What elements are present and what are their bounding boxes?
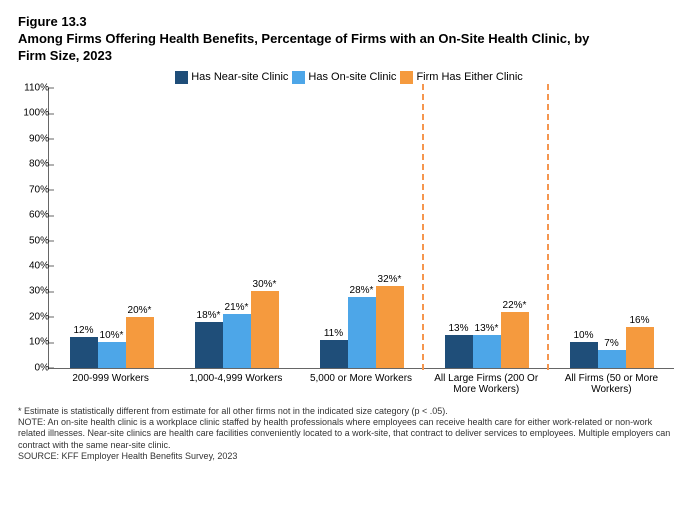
x-axis-labels: 200-999 Workers1,000-4,999 Workers5,000 … bbox=[48, 369, 674, 396]
footnote-significance: * Estimate is statistically different fr… bbox=[18, 406, 680, 417]
y-tick: 20% bbox=[9, 311, 49, 322]
legend: Has Near-site Clinic Has On-site Clinic … bbox=[18, 71, 680, 84]
swatch-icon bbox=[175, 71, 188, 84]
x-axis-label: All Firms (50 or More Workers) bbox=[549, 369, 674, 396]
bar-value-label: 7% bbox=[604, 338, 618, 349]
bar-value-label: 21%* bbox=[225, 302, 249, 313]
y-tick: 10% bbox=[9, 337, 49, 348]
bar-value-label: 22%* bbox=[503, 300, 527, 311]
legend-label: Has On-site Clinic bbox=[308, 71, 396, 83]
bar: 30%* bbox=[251, 291, 279, 367]
y-tick: 50% bbox=[9, 235, 49, 246]
x-axis-label: 200-999 Workers bbox=[48, 369, 173, 396]
bar: 13% bbox=[445, 335, 473, 368]
bar: 18%* bbox=[195, 322, 223, 368]
bar: 22%* bbox=[501, 312, 529, 368]
bar-value-label: 16% bbox=[629, 315, 649, 326]
legend-item: Has On-site Clinic bbox=[292, 71, 396, 84]
figure-number: Figure 13.3 bbox=[18, 14, 680, 29]
y-tick: 0% bbox=[9, 362, 49, 373]
bar: 16% bbox=[626, 327, 654, 368]
bar-value-label: 13%* bbox=[475, 323, 499, 334]
swatch-icon bbox=[400, 71, 413, 84]
y-tick: 100% bbox=[9, 108, 49, 119]
bar-group: 13%13%*22%* bbox=[424, 88, 549, 368]
bar-value-label: 10%* bbox=[100, 330, 124, 341]
bar-value-label: 32%* bbox=[378, 274, 402, 285]
bar-group: 11%28%*32%* bbox=[299, 88, 424, 368]
bar-value-label: 28%* bbox=[350, 285, 374, 296]
y-tick: 80% bbox=[9, 159, 49, 170]
y-tick: 30% bbox=[9, 286, 49, 297]
bar-group: 10%7%16% bbox=[549, 88, 674, 368]
bar: 10%* bbox=[98, 342, 126, 367]
legend-label: Firm Has Either Clinic bbox=[416, 71, 522, 83]
bar-value-label: 10% bbox=[573, 330, 593, 341]
legend-item: Has Near-site Clinic bbox=[175, 71, 288, 84]
bar: 32%* bbox=[376, 286, 404, 367]
bar: 21%* bbox=[223, 314, 251, 367]
bar-group: 12%10%*20%* bbox=[49, 88, 174, 368]
bar: 12% bbox=[70, 337, 98, 368]
y-tick: 70% bbox=[9, 184, 49, 195]
footnotes: * Estimate is statistically different fr… bbox=[18, 406, 680, 462]
bar-value-label: 30%* bbox=[253, 279, 277, 290]
x-axis-label: 5,000 or More Workers bbox=[298, 369, 423, 396]
bar: 28%* bbox=[348, 297, 376, 368]
bar-value-label: 20%* bbox=[128, 305, 152, 316]
figure-title: Among Firms Offering Health Benefits, Pe… bbox=[18, 31, 618, 65]
y-tick: 60% bbox=[9, 210, 49, 221]
bar-group: 18%*21%*30%* bbox=[174, 88, 299, 368]
legend-item: Firm Has Either Clinic bbox=[400, 71, 522, 84]
x-axis-label: 1,000-4,999 Workers bbox=[173, 369, 298, 396]
footnote-note: NOTE: An on-site health clinic is a work… bbox=[18, 417, 680, 451]
bar: 13%* bbox=[473, 335, 501, 368]
bar: 10% bbox=[570, 342, 598, 367]
bar-value-label: 12% bbox=[73, 325, 93, 336]
y-tick: 110% bbox=[9, 82, 49, 93]
bar-value-label: 13% bbox=[448, 323, 468, 334]
x-axis-label: All Large Firms (200 Or More Workers) bbox=[424, 369, 549, 396]
legend-label: Has Near-site Clinic bbox=[191, 71, 288, 83]
bar-value-label: 11% bbox=[324, 328, 343, 339]
swatch-icon bbox=[292, 71, 305, 84]
bar-value-label: 18%* bbox=[197, 310, 221, 321]
bar: 7% bbox=[598, 350, 626, 368]
y-tick: 90% bbox=[9, 133, 49, 144]
bar-chart: 12%10%*20%*18%*21%*30%*11%28%*32%*13%13%… bbox=[48, 88, 674, 369]
y-tick: 40% bbox=[9, 260, 49, 271]
bar: 20%* bbox=[126, 317, 154, 368]
footnote-source: SOURCE: KFF Employer Health Benefits Sur… bbox=[18, 451, 680, 462]
bar: 11% bbox=[320, 340, 348, 368]
